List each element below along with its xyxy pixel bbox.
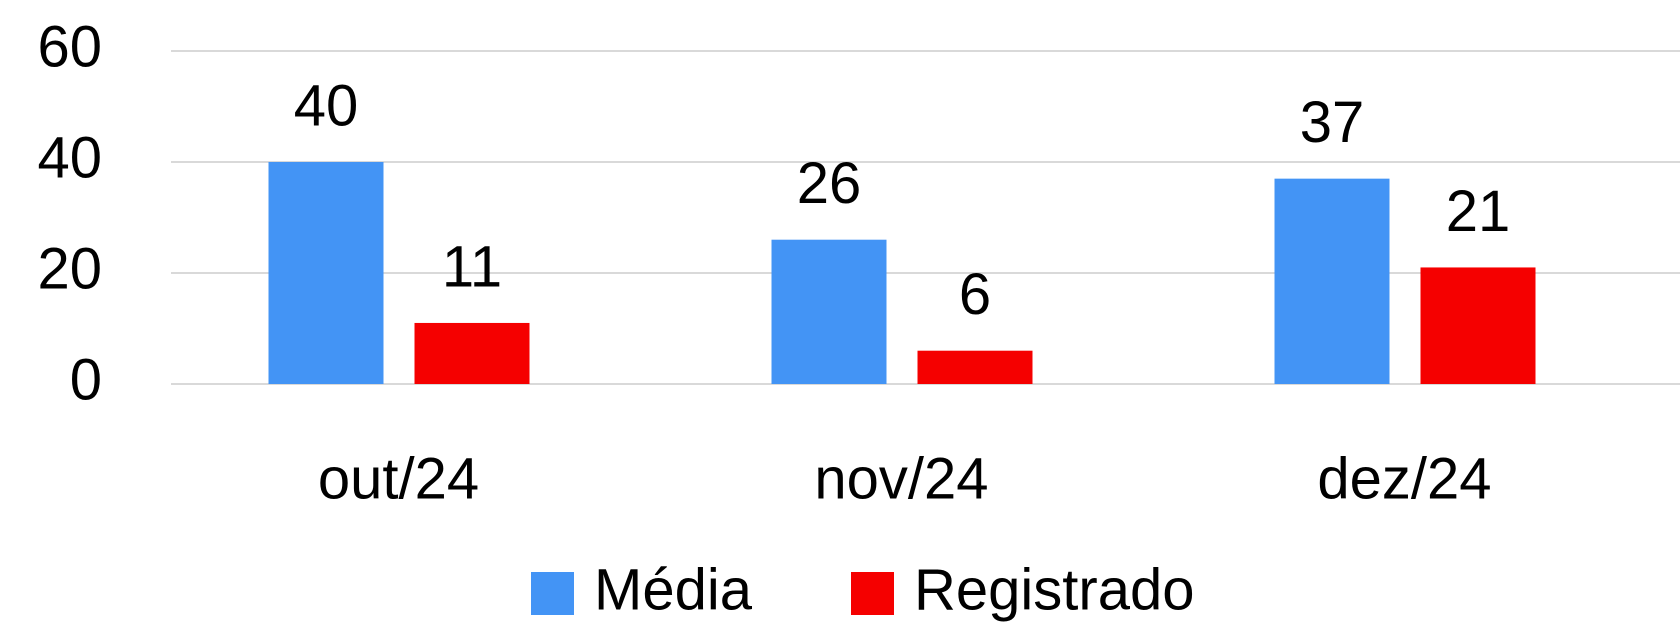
y-tick-label: 0	[70, 347, 102, 412]
y-tick-label: 20	[37, 236, 102, 301]
bar	[917, 350, 1033, 384]
bar	[268, 162, 384, 384]
legend-label: Média	[594, 557, 753, 622]
legend-label: Registrado	[914, 557, 1194, 622]
y-tick-label: 40	[37, 125, 102, 190]
y-tick-label: 60	[37, 14, 102, 79]
bar	[1420, 267, 1536, 384]
data-label: 21	[1446, 179, 1511, 244]
bar	[1274, 178, 1390, 384]
data-label: 26	[797, 151, 862, 216]
data-label: 6	[959, 262, 991, 327]
x-tick-label: dez/24	[1317, 446, 1491, 511]
data-label: 40	[294, 73, 359, 138]
bar	[771, 239, 887, 384]
legend-swatch	[851, 572, 894, 615]
data-label: 37	[1300, 90, 1365, 155]
data-label: 11	[442, 234, 502, 299]
legend-swatch	[531, 572, 574, 615]
bar	[414, 322, 530, 384]
x-tick-label: nov/24	[814, 446, 988, 511]
x-tick-label: out/24	[318, 446, 479, 511]
